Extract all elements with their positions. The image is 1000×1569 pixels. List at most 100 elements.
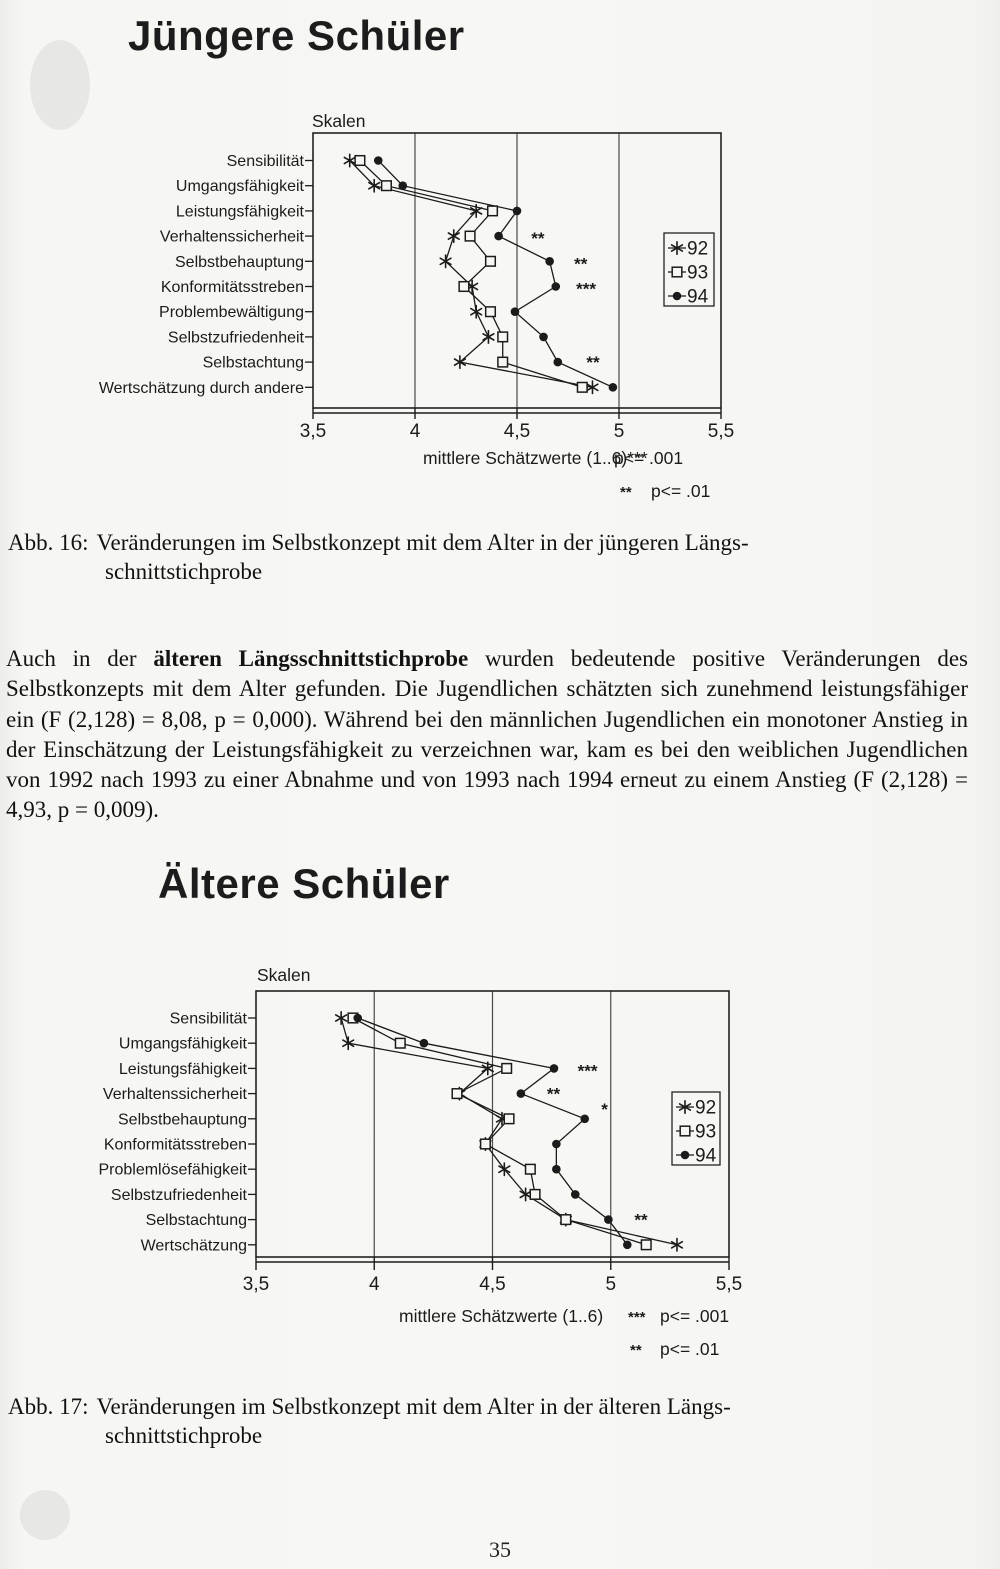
category-label: Verhaltenssicherheit: [160, 229, 305, 246]
significance-key-text: p<= .001: [660, 1306, 729, 1326]
series-line-93: [359, 160, 583, 388]
chart-plot-aeltere: Skalen Sensibilität Umgangsfähigkeit Leistu…: [98, 965, 742, 1359]
chart-figure-17: Skalen Sensibilität Umgangsfähigkeit Leistu…: [30, 950, 805, 1370]
significance-annotations: *********: [531, 229, 600, 372]
category-label: Wertschätzung durch andere: [99, 380, 304, 397]
significance-label: **: [586, 353, 600, 372]
axis-corner-label: Skalen: [257, 965, 311, 985]
legend: 92 93 94: [671, 1091, 721, 1167]
legend-entry-label: 94: [695, 1146, 717, 1167]
x-tick-label: 3,5: [300, 421, 326, 442]
gridlines: [414, 133, 620, 408]
axis-footnotes: mittlere Schätzwerte (1..6) *** p<= .001 **…: [399, 1306, 729, 1359]
legend: 92 93 94: [663, 232, 715, 308]
section-title-juengere-schueler: Jüngere Schüler: [128, 12, 465, 59]
series-line-92: [349, 160, 593, 388]
category-axis: Sensibilität Umgangsfähigkeit Leistungsfäh…: [99, 153, 313, 397]
legend-entry-label: 94: [687, 287, 709, 308]
legend-entry-label: 92: [695, 1098, 716, 1119]
x-axis: 3,5 4 4,5 5 5,5: [300, 408, 734, 442]
figure-caption-17: Abb. 17: Veränderungen im Selbstkonzept m…: [8, 1392, 731, 1450]
caption-text-line1: Veränderungen im Selbstkonzept mit dem A…: [96, 530, 749, 555]
x-tick-label: 3,5: [243, 1274, 269, 1295]
x-axis: 3,5 4 4,5 5 5,5: [243, 1257, 742, 1295]
significance-label: **: [634, 1211, 648, 1230]
caption-text-line2: schnittstichprobe: [105, 1423, 263, 1448]
series-markers-93: [354, 154, 588, 393]
caption-label: Abb. 17:: [8, 1394, 89, 1419]
series-markers-92: [334, 1010, 684, 1252]
category-label: Selbstzufriedenheit: [168, 329, 305, 346]
significance-key-text: p<= .01: [660, 1339, 719, 1359]
caption-label: Abb. 16:: [8, 530, 89, 555]
category-label: Selbstzufriedenheit: [111, 1187, 248, 1204]
significance-key-symbol: ***: [628, 1309, 646, 1326]
significance-label: **: [547, 1085, 561, 1104]
significance-key-text: p<= .001: [614, 448, 683, 468]
axis-corner-label: Skalen: [312, 111, 366, 131]
x-tick-label: 5: [605, 1274, 616, 1295]
series-line-92: [340, 1017, 678, 1246]
category-label: Konformitätsstreben: [161, 279, 304, 296]
chart-plot-juengere: Skalen Sensibilität Umgangsfähigkeit Leistu…: [99, 111, 734, 501]
x-tick-label: 5,5: [716, 1274, 742, 1295]
section-title-aeltere-schueler: Ältere Schüler: [158, 860, 450, 907]
category-label: Problembewältigung: [159, 304, 304, 321]
gridlines: [373, 991, 612, 1257]
category-label: Verhaltenssicherheit: [103, 1086, 248, 1103]
series-markers-92: [343, 153, 599, 395]
paragraph-bold-phrase: älteren Längsschnittstichprobe: [153, 646, 469, 671]
paragraph-text-continued: wurden bedeutende positive Veränderungen…: [6, 646, 968, 823]
category-label: Leistungsfähigkeit: [119, 1061, 248, 1078]
scan-artifact: [30, 40, 90, 130]
x-tick-label: 5: [614, 421, 625, 442]
series-markers-94: [353, 1013, 632, 1250]
category-axis: Sensibilität Umgangsfähigkeit Leistungsfäh…: [98, 1011, 256, 1254]
category-label: Sensibilität: [227, 153, 305, 170]
caption-text-line2: schnittstichprobe: [105, 559, 263, 584]
body-paragraph: Auch in der älteren Längsschnittstichpro…: [6, 644, 968, 826]
series-markers-93: [347, 1012, 652, 1251]
series-line-94: [357, 1017, 628, 1246]
significance-label: ***: [578, 1061, 598, 1080]
significance-label: **: [531, 229, 545, 248]
series-markers-94: [373, 156, 618, 392]
x-tick-label: 4,5: [479, 1274, 505, 1295]
significance-key-text: p<= .01: [651, 481, 710, 501]
series-line-94: [377, 160, 614, 388]
significance-label: *: [601, 1100, 608, 1119]
category-label: Leistungsfähigkeit: [176, 203, 305, 220]
significance-label: ***: [576, 280, 596, 299]
category-label: Selbstbehauptung: [175, 254, 304, 271]
category-label: Selbstachtung: [146, 1212, 247, 1229]
significance-key-symbol: **: [630, 1342, 642, 1359]
significance-key-symbol: **: [620, 484, 632, 501]
category-label: Problemlösefähigkeit: [98, 1162, 247, 1179]
axis-footnotes: mittlere Schätzwerte (1..6)***p<= .001 **…: [423, 448, 710, 501]
scan-artifact: [20, 1490, 70, 1540]
caption-text-line1: Veränderungen im Selbstkonzept mit dem A…: [96, 1394, 731, 1419]
x-tick-label: 4: [410, 421, 421, 442]
page-number: 35: [489, 1537, 511, 1562]
category-label: Selbstbehauptung: [118, 1111, 247, 1128]
significance-annotations: ********: [547, 1061, 648, 1229]
category-label: Umgangsfähigkeit: [176, 178, 305, 195]
category-label: Wertschätzung: [141, 1237, 247, 1254]
legend-entry-label: 93: [687, 263, 708, 284]
significance-label: **: [574, 254, 588, 273]
chart-figure-16: Skalen Sensibilität Umgangsfähigkeit Leistu…: [50, 95, 795, 510]
category-label: Sensibilität: [170, 1011, 248, 1028]
category-label: Umgangsfähigkeit: [119, 1036, 248, 1053]
x-tick-label: 5,5: [708, 421, 734, 442]
series-line-93: [352, 1017, 647, 1246]
x-axis-title: mittlere Schätzwerte (1..6)***: [423, 448, 648, 468]
legend-entry-label: 93: [695, 1122, 716, 1143]
figure-caption-16: Abb. 16: Veränderungen im Selbstkonzept m…: [8, 528, 749, 586]
x-tick-label: 4: [369, 1274, 380, 1295]
legend-entry-label: 92: [687, 239, 708, 260]
paragraph-text: Auch in der: [6, 646, 154, 671]
category-label: Selbstachtung: [203, 355, 304, 372]
x-axis-title: mittlere Schätzwerte (1..6): [399, 1306, 603, 1326]
x-tick-label: 4,5: [504, 421, 530, 442]
